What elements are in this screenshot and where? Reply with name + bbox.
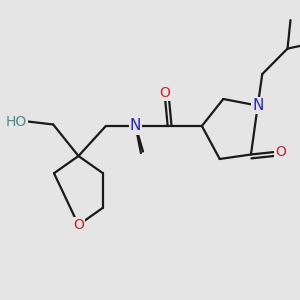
Text: N: N [130,118,141,134]
Text: O: O [159,86,170,100]
Text: HO: HO [5,115,26,128]
Text: O: O [73,218,84,232]
Text: N: N [252,98,263,113]
Text: O: O [275,145,286,158]
